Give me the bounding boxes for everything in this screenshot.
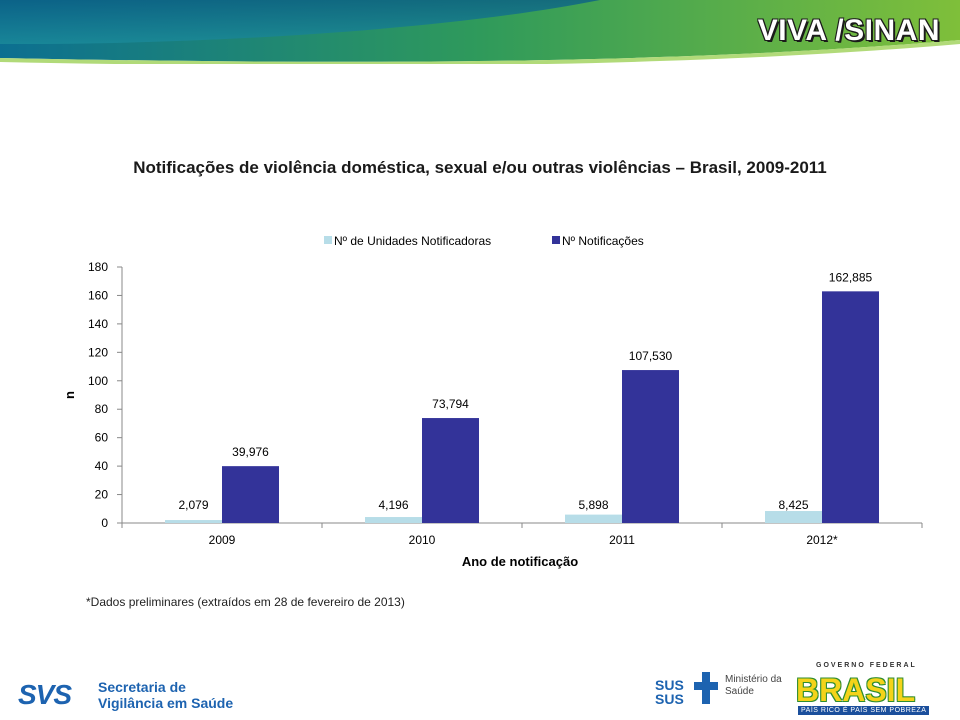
svs-logo-text: Secretaria de Vigilância em Saúde: [98, 679, 233, 711]
header-title: VIVA /SINAN: [757, 14, 940, 47]
svs-line-1: Secretaria de: [98, 679, 186, 695]
x-tick-label: 2012*: [806, 533, 838, 547]
brasil-label: BRASIL: [796, 672, 916, 708]
y-tick-label: 160: [88, 288, 108, 302]
chart-bars: [165, 291, 879, 523]
sus-cross-icon: [694, 672, 718, 704]
x-tick-label: 2009: [209, 533, 236, 547]
bar-unidades: [165, 520, 222, 523]
svs-line-2: Vigilância em Saúde: [98, 695, 234, 711]
footnote: *Dados preliminares (extraídos em 28 de …: [86, 595, 405, 609]
legend-swatch: [324, 236, 332, 244]
y-axis-label: n: [62, 391, 77, 399]
legend-swatch: [552, 236, 560, 244]
data-label: 2,079: [178, 498, 208, 512]
data-label: 73,794: [432, 397, 469, 411]
legend-label: Nº Notificações: [562, 234, 644, 248]
bar-notificacoes: [822, 291, 879, 523]
sus-logo-mark: SUS SUS: [655, 678, 684, 706]
y-tick-label: 80: [95, 402, 109, 416]
y-tick-label: 60: [95, 431, 109, 445]
chart-legend: Nº de Unidades Notificadoras Nº Notificaç…: [324, 234, 644, 248]
sus-mark-bottom: SUS: [655, 691, 684, 707]
data-label: 8,425: [778, 498, 808, 512]
sus-ministerio-logo: SUS SUS Ministério da Saúde: [655, 668, 795, 708]
bar-unidades: [765, 511, 822, 523]
x-axis-label: Ano de notificação: [462, 554, 578, 569]
ms-line-2: Saúde: [725, 686, 754, 697]
y-tick-label: 0: [101, 516, 108, 530]
brasil-tagline: PAÍS RICO É PAÍS SEM POBREZA: [798, 706, 930, 715]
bar-notificacoes: [422, 418, 479, 523]
ministerio-text: Ministério da Saúde: [725, 674, 782, 698]
x-tick-label: 2011: [609, 533, 635, 547]
ms-line-1: Ministério da: [725, 674, 782, 685]
svs-logo-mark: SVS: [18, 679, 72, 710]
chart-title: Notificações de violência doméstica, sex…: [133, 158, 827, 177]
y-tick-label: 120: [88, 345, 108, 359]
bar-chart: Nº de Unidades Notificadoras Nº Notificaç…: [62, 234, 923, 569]
bar-notificacoes: [222, 466, 279, 523]
bar-unidades: [565, 514, 622, 523]
sus-mark-top: SUS: [655, 677, 684, 693]
y-tick-label: 40: [95, 459, 109, 473]
header-background: [0, 0, 960, 64]
bar-notificacoes: [622, 370, 679, 523]
y-tick-label: 180: [88, 260, 108, 274]
governo-federal-logo: GOVERNO FEDERAL BRASIL PAÍS RICO É PAÍS …: [796, 662, 944, 718]
y-tick-label: 140: [88, 317, 108, 331]
header-band: VIVA /SINAN: [0, 0, 960, 64]
y-tick-label: 100: [88, 374, 108, 388]
chart-data-labels: 2,079 4,196 5,898 8,425 39,976 73,794 107,530 1…: [178, 270, 872, 512]
y-tick-label: 20: [95, 488, 109, 502]
data-label: 4,196: [378, 498, 408, 512]
data-label: 107,530: [629, 349, 673, 363]
x-tick-label: 2010: [409, 533, 436, 547]
svs-logo: SVS Secretaria de Vigilância em Saúde: [18, 675, 318, 715]
governo-federal-label: GOVERNO FEDERAL: [816, 662, 917, 669]
data-label: 162,885: [829, 270, 873, 284]
data-label: 39,976: [232, 445, 269, 459]
data-label: 5,898: [578, 498, 608, 512]
legend-label: Nº de Unidades Notificadoras: [334, 234, 491, 248]
bar-unidades: [365, 517, 422, 523]
